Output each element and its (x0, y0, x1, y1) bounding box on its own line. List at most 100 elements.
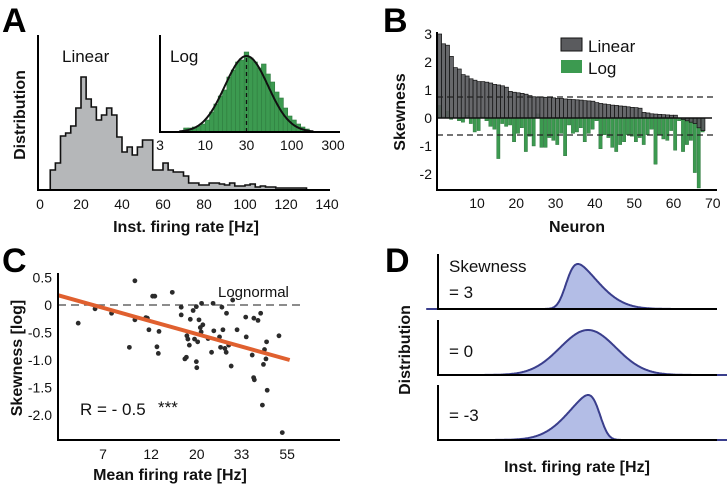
data-point (190, 308, 196, 313)
log-skewness-bar (543, 117, 548, 148)
data-point (259, 402, 265, 408)
linear-skewness-bar (559, 98, 564, 119)
data-point (75, 320, 81, 326)
linear-skewness-bar (492, 84, 498, 119)
log-histogram-bar (278, 97, 284, 133)
linear-skewness-bar (472, 79, 478, 119)
linear-skewness-bar (504, 86, 509, 119)
y-tick-label: 1 (424, 82, 432, 98)
panel-c-regression-line (56, 293, 291, 362)
data-point (220, 327, 226, 333)
log-skewness-bar (531, 117, 536, 147)
x-tick-label: 80 (196, 196, 212, 212)
linear-skewness-bar (555, 98, 560, 119)
log-skewness-bar (563, 117, 567, 156)
log-skewness-bar (626, 117, 630, 135)
linear-skewness-bar (622, 105, 627, 119)
log-skewness-bar (496, 117, 501, 159)
x-tick-label: 10 (469, 195, 485, 211)
linear-skewness-bar (523, 93, 529, 119)
data-point (263, 356, 269, 362)
log-skewness-bar (669, 117, 674, 131)
linear-skewness-bar (586, 100, 592, 119)
log-skewness-bar (665, 117, 670, 141)
panel-d-curve-label-1: = 3 (449, 283, 473, 302)
y-tick-label: 0 (44, 297, 52, 313)
log-skewness-bar (590, 117, 595, 130)
y-tick-label: -2 (420, 166, 433, 182)
panel-b-axes (436, 32, 717, 191)
linear-skewness-bar (543, 96, 549, 119)
linear-skewness-bar (468, 78, 474, 119)
data-point (234, 327, 240, 333)
log-histogram-bar (217, 95, 224, 133)
linear-skewness-bar (512, 91, 517, 119)
panel-letter-b: B (383, 2, 408, 40)
log-skewness-bar (673, 117, 678, 151)
log-skewness-bar (641, 117, 646, 145)
data-point (156, 329, 162, 334)
log-skewness-bar (512, 117, 516, 142)
x-tick-label: 50 (626, 195, 642, 211)
linear-skewness-bar (527, 95, 533, 119)
panel-c-r-value: R = - 0.5 (80, 400, 146, 419)
log-skewness-bar (520, 117, 524, 129)
data-point (196, 317, 202, 323)
data-point (251, 315, 257, 321)
log-skewness-bar (468, 117, 473, 124)
panel-letter-d: D (385, 242, 410, 280)
data-point (169, 289, 175, 295)
data-point (276, 333, 282, 339)
log-skewness-bar (551, 117, 556, 141)
distribution-axes (437, 320, 717, 376)
x-tick-label: 60 (155, 196, 171, 212)
x-tick-label: 40 (587, 195, 603, 211)
data-point (223, 349, 229, 355)
y-tick-label: -1.0 (28, 352, 52, 368)
panel-a-x-label: Inst. firing rate [Hz] (113, 219, 259, 236)
x-tick-label: 140 (315, 196, 339, 212)
data-point (178, 304, 184, 310)
linear-skewness-bar (535, 96, 541, 119)
panel-a-inset-axes (159, 35, 340, 133)
log-skewness-bar (567, 117, 571, 126)
panel-b-y-label: Skewness (392, 73, 409, 150)
log-skewness-bar (555, 117, 560, 145)
x-tick-label: 55 (279, 446, 295, 462)
inset-x-tick-label: 100 (280, 137, 304, 153)
y-tick-label: 0.5 (33, 270, 53, 286)
linear-skewness-bar (484, 81, 490, 119)
log-skewness-bar (645, 117, 650, 135)
data-point (194, 365, 200, 371)
log-histogram-bar (222, 89, 228, 133)
log-skewness-bar (692, 117, 697, 173)
log-skewness-bar (539, 117, 544, 148)
log-histogram-bar (226, 76, 232, 133)
log-skewness-bar (696, 117, 701, 189)
x-tick-label: 20 (189, 446, 205, 462)
linear-skewness-bar (476, 81, 482, 119)
inset-x-tick-label: 10 (197, 137, 213, 153)
linear-skewness-bar (629, 107, 635, 119)
data-point (219, 304, 225, 310)
log-skewness-bar (602, 117, 607, 135)
panel-letter-a: A (2, 2, 27, 40)
panel-a-log-label: Log (170, 47, 198, 66)
linear-skewness-bar (488, 82, 494, 119)
log-skewness-bar (523, 117, 528, 152)
linear-skewness-bar (445, 44, 450, 119)
linear-skewness-bar (437, 33, 442, 119)
panel-letter-c: C (2, 242, 27, 280)
inset-x-tick-label: 300 (321, 137, 345, 153)
linear-skewness-bar (614, 105, 619, 119)
x-tick-label: 70 (705, 195, 721, 211)
linear-skewness-bar (641, 112, 647, 119)
data-point (146, 327, 152, 333)
linear-skewness-bar (460, 74, 466, 119)
data-point (249, 352, 255, 358)
x-tick-label: 20 (73, 196, 89, 212)
log-histogram-bar (235, 61, 241, 133)
linear-skewness-bar (539, 96, 545, 119)
linear-skewness-bar (531, 96, 537, 119)
